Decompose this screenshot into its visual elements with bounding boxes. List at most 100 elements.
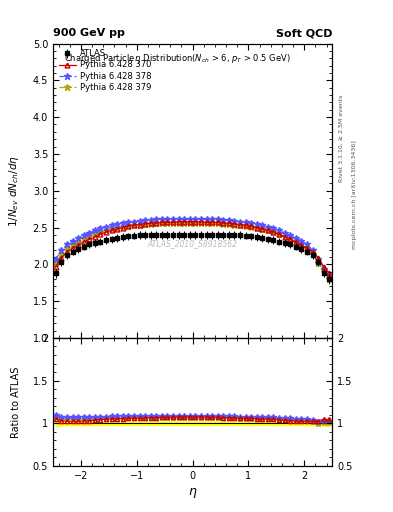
Pythia 6.428 370 xyxy=(198,219,203,225)
Pythia 6.428 370 xyxy=(154,220,159,226)
Pythia 6.428 379 xyxy=(299,241,304,247)
Pythia 6.428 379 xyxy=(98,229,103,235)
Pythia 6.428 378 xyxy=(204,217,209,223)
Text: Charged Particle$\,\eta$ Distribution($N_{ch}$ > 6, $p_{T}$ > 0.5 GeV): Charged Particle$\,\eta$ Distribution($N… xyxy=(64,52,291,66)
Pythia 6.428 378 xyxy=(76,234,81,241)
Pythia 6.428 370 xyxy=(277,231,281,237)
Pythia 6.428 378 xyxy=(93,227,97,233)
Pythia 6.428 378 xyxy=(182,217,187,223)
Pythia 6.428 378 xyxy=(193,217,198,223)
Pythia 6.428 370 xyxy=(232,221,237,227)
Pythia 6.428 378 xyxy=(266,224,270,230)
Pythia 6.428 379 xyxy=(294,239,298,245)
Pythia 6.428 370 xyxy=(327,270,332,276)
Pythia 6.428 378 xyxy=(98,225,103,231)
Pythia 6.428 379 xyxy=(238,222,242,228)
Pythia 6.428 370 xyxy=(64,249,70,255)
Pythia 6.428 370 xyxy=(294,239,298,245)
Pythia 6.428 379 xyxy=(187,220,192,226)
Pythia 6.428 378 xyxy=(243,219,248,225)
Pythia 6.428 378 xyxy=(277,227,281,233)
Pythia 6.428 370 xyxy=(182,219,187,225)
Pythia 6.428 378 xyxy=(310,247,315,253)
Pythia 6.428 379 xyxy=(70,241,75,247)
Pythia 6.428 379 xyxy=(198,220,203,226)
Pythia 6.428 378 xyxy=(115,221,119,227)
X-axis label: $\eta$: $\eta$ xyxy=(188,486,197,500)
Pythia 6.428 379 xyxy=(132,222,136,228)
Pythia 6.428 379 xyxy=(149,221,153,227)
Line: Pythia 6.428 378: Pythia 6.428 378 xyxy=(53,216,332,279)
Pythia 6.428 379 xyxy=(76,239,81,245)
Pythia 6.428 378 xyxy=(165,217,170,223)
Pythia 6.428 378 xyxy=(232,218,237,224)
Pythia 6.428 378 xyxy=(109,222,114,228)
Pythia 6.428 370 xyxy=(282,234,287,240)
Pythia 6.428 370 xyxy=(238,222,242,228)
Pythia 6.428 379 xyxy=(193,220,198,226)
Pythia 6.428 378 xyxy=(70,238,75,244)
Pythia 6.428 379 xyxy=(165,220,170,226)
Pythia 6.428 378 xyxy=(81,232,86,238)
Pythia 6.428 378 xyxy=(126,219,131,225)
Pythia 6.428 379 xyxy=(271,229,276,235)
Pythia 6.428 370 xyxy=(70,245,75,251)
Pythia 6.428 378 xyxy=(238,219,242,225)
Pythia 6.428 379 xyxy=(232,222,237,228)
Pythia 6.428 379 xyxy=(137,222,142,228)
Pythia 6.428 378 xyxy=(210,217,215,223)
Pythia 6.428 378 xyxy=(249,220,253,226)
Pythia 6.428 378 xyxy=(327,272,332,279)
Pythia 6.428 379 xyxy=(53,260,58,266)
Pythia 6.428 379 xyxy=(215,220,220,226)
Pythia 6.428 370 xyxy=(53,264,58,270)
Pythia 6.428 379 xyxy=(171,220,175,226)
Pythia 6.428 370 xyxy=(171,219,175,225)
Pythia 6.428 378 xyxy=(149,217,153,223)
Pythia 6.428 378 xyxy=(132,219,136,225)
Pythia 6.428 379 xyxy=(277,231,281,237)
Pythia 6.428 370 xyxy=(165,219,170,225)
Pythia 6.428 370 xyxy=(115,226,119,232)
Pythia 6.428 378 xyxy=(254,221,259,227)
Text: 900 GeV pp: 900 GeV pp xyxy=(53,28,125,38)
Pythia 6.428 370 xyxy=(149,220,153,226)
Pythia 6.428 379 xyxy=(310,251,315,257)
Pythia 6.428 378 xyxy=(271,225,276,231)
Pythia 6.428 378 xyxy=(282,229,287,236)
Pythia 6.428 370 xyxy=(93,234,97,240)
Pythia 6.428 379 xyxy=(64,245,70,251)
Pythia 6.428 370 xyxy=(187,219,192,225)
Text: ATLAS_2010_S8918562: ATLAS_2010_S8918562 xyxy=(147,239,238,248)
Pythia 6.428 378 xyxy=(198,217,203,223)
Pythia 6.428 379 xyxy=(93,231,97,237)
Pythia 6.428 378 xyxy=(316,256,321,262)
Pythia 6.428 379 xyxy=(327,276,332,282)
Pythia 6.428 378 xyxy=(187,217,192,223)
Pythia 6.428 378 xyxy=(171,217,175,223)
Pythia 6.428 370 xyxy=(215,219,220,225)
Pythia 6.428 379 xyxy=(120,224,125,230)
Pythia 6.428 370 xyxy=(104,229,108,235)
Pythia 6.428 378 xyxy=(137,218,142,224)
Pythia 6.428 370 xyxy=(226,220,231,226)
Pythia 6.428 379 xyxy=(282,233,287,240)
Pythia 6.428 370 xyxy=(120,224,125,230)
Pythia 6.428 370 xyxy=(210,219,215,225)
Pythia 6.428 378 xyxy=(176,217,181,223)
Pythia 6.428 379 xyxy=(288,236,292,242)
Pythia 6.428 379 xyxy=(254,224,259,230)
Pythia 6.428 378 xyxy=(87,229,92,236)
Pythia 6.428 370 xyxy=(109,227,114,233)
Pythia 6.428 370 xyxy=(288,236,292,242)
Pythia 6.428 379 xyxy=(260,226,265,232)
Pythia 6.428 378 xyxy=(215,217,220,223)
Pythia 6.428 370 xyxy=(221,220,226,226)
Pythia 6.428 379 xyxy=(160,220,164,226)
Pythia 6.428 370 xyxy=(76,242,81,248)
Pythia 6.428 378 xyxy=(59,247,64,253)
Pythia 6.428 370 xyxy=(193,219,198,225)
Pythia 6.428 370 xyxy=(143,221,147,227)
Pythia 6.428 370 xyxy=(299,242,304,248)
Pythia 6.428 370 xyxy=(204,219,209,225)
